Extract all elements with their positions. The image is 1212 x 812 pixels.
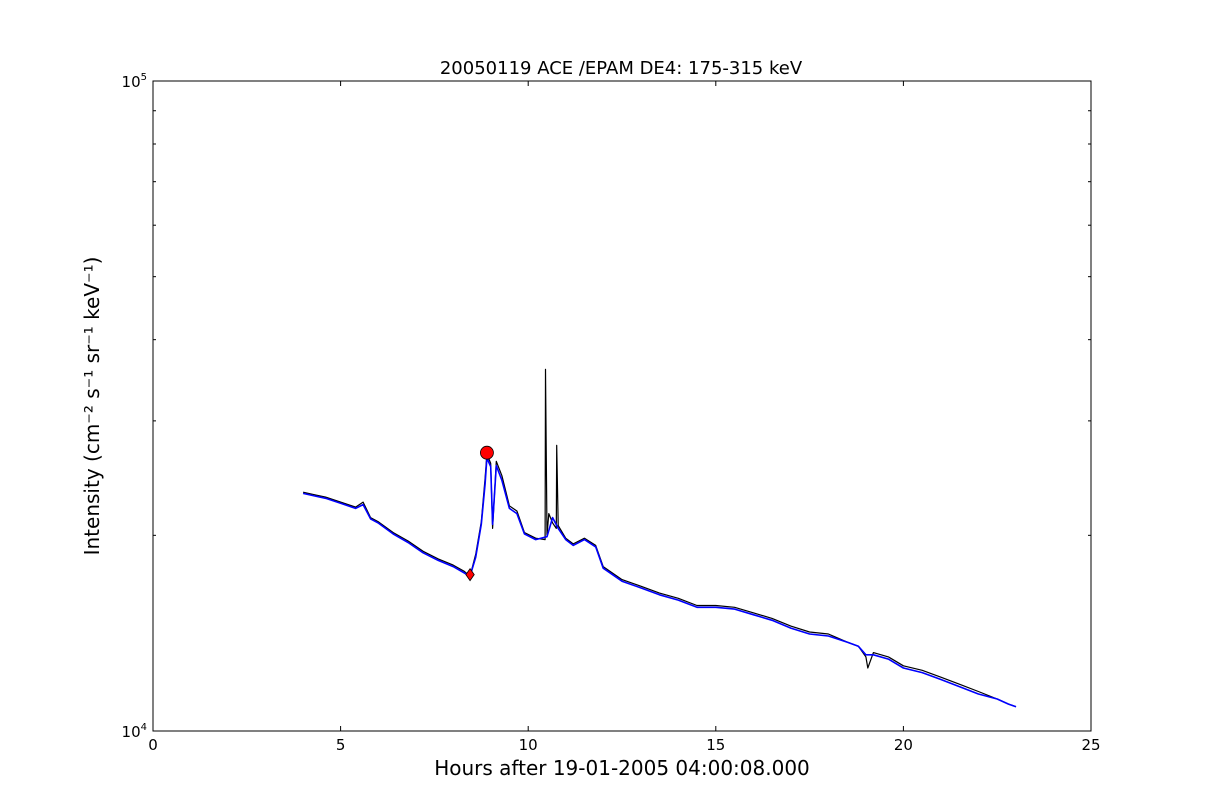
plot-area <box>302 368 1017 708</box>
y-tick-label: 105 <box>122 72 147 91</box>
y-axis: 104 105 <box>122 72 1091 741</box>
x-axis-label: Hours after 19-01-2005 04:00:08.000 <box>434 756 810 780</box>
series-line-raw <box>302 368 1017 708</box>
x-tick-label: 10 <box>519 736 538 754</box>
x-axis: 0 5 10 15 20 25 <box>148 81 1101 754</box>
onset-marker <box>465 567 475 582</box>
x-tick-label: 15 <box>706 736 725 754</box>
y-tick-label: 104 <box>122 722 147 741</box>
x-tick-label: 25 <box>1081 736 1100 754</box>
x-tick-label: 20 <box>894 736 913 754</box>
chart-title: 20050119 ACE /EPAM DE4: 175-315 keV <box>440 58 803 79</box>
series-line-smoothed <box>302 457 1017 708</box>
x-tick-label: 0 <box>148 736 158 754</box>
plot-frame <box>152 80 1092 732</box>
x-tick-label: 5 <box>336 736 346 754</box>
y-axis-label: Intensity (cm⁻² s⁻¹ sr⁻¹ keV⁻¹) <box>80 257 104 556</box>
peak-marker <box>480 445 494 460</box>
